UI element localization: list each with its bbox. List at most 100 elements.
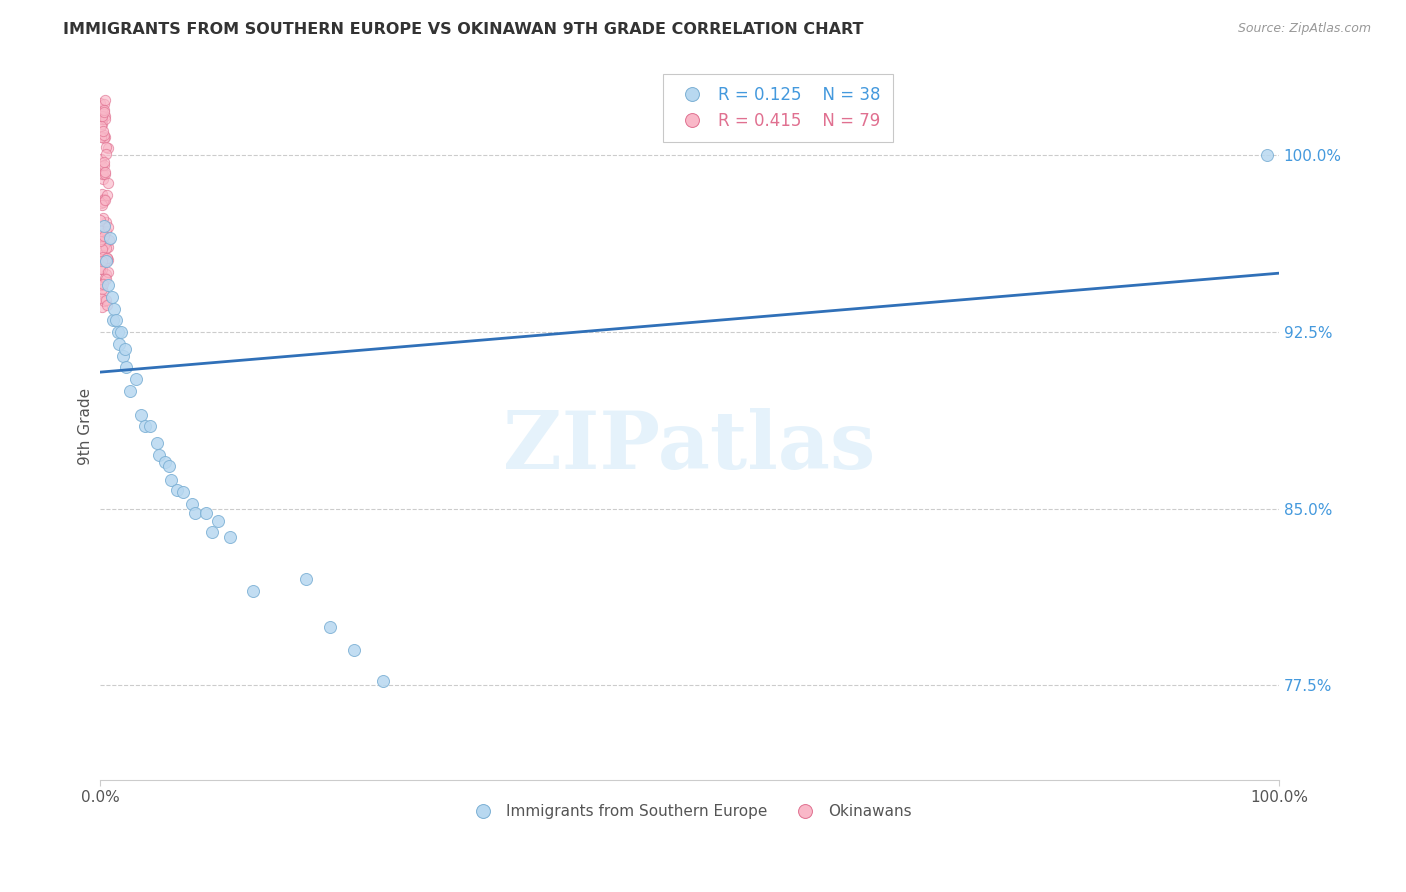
Point xyxy=(93,97,115,112)
Point xyxy=(91,102,114,116)
Point xyxy=(91,187,114,202)
Point xyxy=(96,251,118,265)
Point xyxy=(96,272,118,286)
Point xyxy=(93,167,115,181)
Point xyxy=(91,104,114,119)
Point xyxy=(93,158,115,172)
Point xyxy=(183,507,205,521)
Text: Source: ZipAtlas.com: Source: ZipAtlas.com xyxy=(1237,22,1371,36)
Point xyxy=(97,253,120,268)
Point xyxy=(242,584,264,599)
Point xyxy=(89,262,111,277)
Point xyxy=(96,251,118,265)
Point xyxy=(93,219,115,233)
Point xyxy=(91,276,114,290)
Point xyxy=(138,419,160,434)
Point xyxy=(98,231,121,245)
Point xyxy=(93,293,115,308)
Point xyxy=(93,229,115,244)
Point xyxy=(90,253,112,268)
Point xyxy=(90,223,112,237)
Point xyxy=(201,525,224,540)
Point xyxy=(93,103,115,117)
Point xyxy=(195,507,218,521)
Point xyxy=(89,213,111,227)
Point xyxy=(94,268,117,282)
Point xyxy=(90,130,112,145)
Point xyxy=(166,483,188,497)
Point xyxy=(108,336,131,351)
Point xyxy=(94,254,117,268)
Point xyxy=(295,573,318,587)
Point xyxy=(90,119,112,133)
Point xyxy=(94,270,117,285)
Point xyxy=(93,237,115,252)
Legend: Immigrants from Southern Europe, Okinawans: Immigrants from Southern Europe, Okinawa… xyxy=(461,797,918,825)
Point xyxy=(94,165,117,179)
Text: ZIPatlas: ZIPatlas xyxy=(503,409,876,486)
Point xyxy=(91,282,114,296)
Point xyxy=(1256,148,1278,162)
Point xyxy=(90,198,112,212)
Point xyxy=(91,262,114,277)
Point xyxy=(94,214,117,228)
Point xyxy=(94,241,117,255)
Point xyxy=(94,109,117,123)
Point xyxy=(91,109,114,123)
Point xyxy=(146,435,169,450)
Point xyxy=(218,530,240,544)
Point xyxy=(118,384,141,398)
Point xyxy=(124,372,146,386)
Point xyxy=(148,448,170,462)
Point xyxy=(107,325,129,339)
Point xyxy=(101,290,124,304)
Point xyxy=(94,130,117,145)
Point xyxy=(371,673,394,688)
Point xyxy=(103,301,125,316)
Point xyxy=(96,224,118,238)
Point xyxy=(153,455,176,469)
Point xyxy=(91,230,114,244)
Point xyxy=(91,194,114,209)
Point xyxy=(91,253,114,268)
Point xyxy=(97,277,120,292)
Point xyxy=(91,300,114,314)
Point xyxy=(90,291,112,305)
Point xyxy=(90,159,112,173)
Point xyxy=(93,249,115,263)
Point xyxy=(93,155,115,169)
Point xyxy=(93,93,115,107)
Point xyxy=(96,188,118,202)
Point xyxy=(97,240,120,254)
Point xyxy=(96,298,118,312)
Point xyxy=(90,234,112,248)
Point xyxy=(93,105,115,120)
Point xyxy=(91,167,114,181)
Y-axis label: 9th Grade: 9th Grade xyxy=(79,388,93,465)
Point xyxy=(91,250,114,264)
Point xyxy=(343,643,366,657)
Point xyxy=(91,168,114,182)
Point xyxy=(93,193,115,207)
Point xyxy=(93,172,115,186)
Point xyxy=(97,176,120,190)
Point xyxy=(90,196,112,211)
Point xyxy=(94,293,117,307)
Point xyxy=(115,360,138,375)
Point xyxy=(91,248,114,262)
Point xyxy=(98,233,121,247)
Point xyxy=(131,408,153,422)
Point xyxy=(89,234,111,248)
Point xyxy=(90,153,112,167)
Point xyxy=(90,243,112,257)
Point xyxy=(207,514,229,528)
Point xyxy=(97,141,120,155)
Point xyxy=(93,131,115,145)
Point xyxy=(94,254,117,268)
Point xyxy=(160,474,183,488)
Point xyxy=(104,313,127,327)
Point xyxy=(89,95,111,110)
Point xyxy=(96,147,118,161)
Point xyxy=(93,112,115,126)
Point xyxy=(110,325,132,339)
